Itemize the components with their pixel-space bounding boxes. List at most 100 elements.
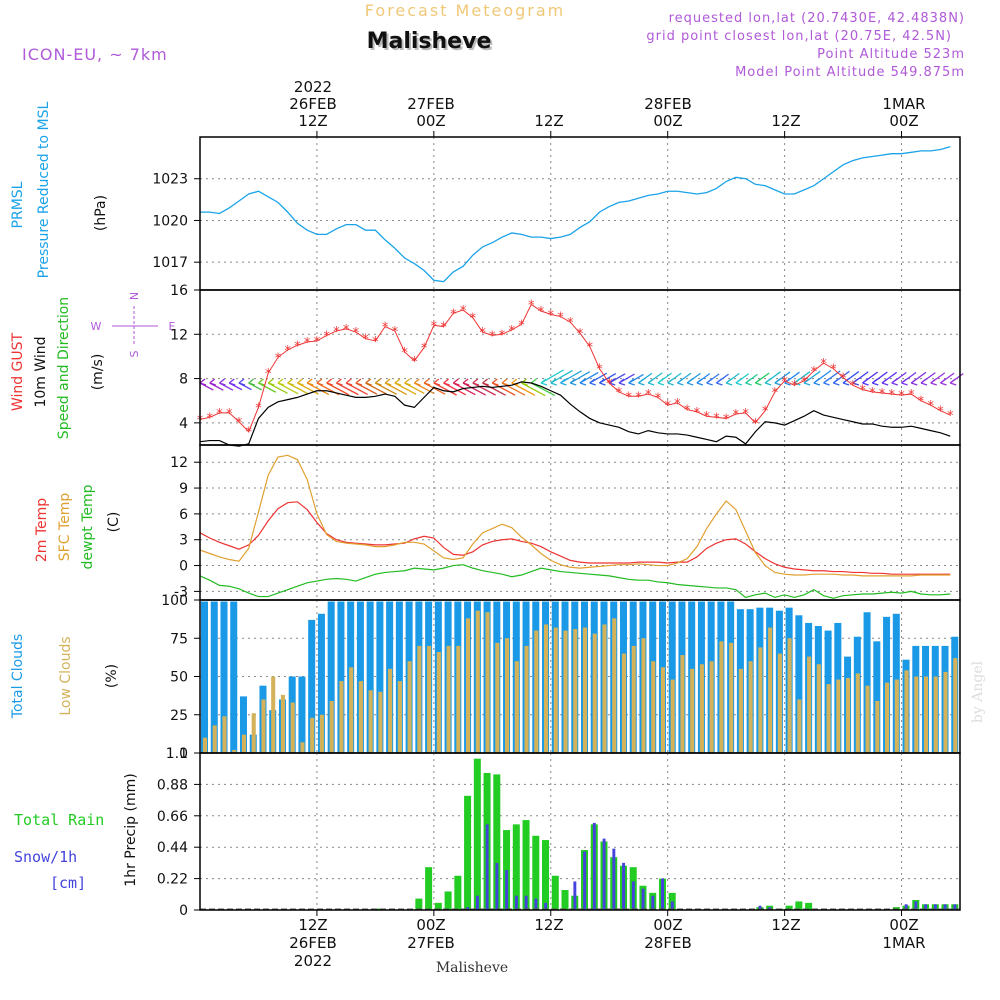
wind-barb-head (725, 382, 733, 386)
total-cloud-bar (220, 601, 228, 753)
wind-barb (423, 382, 446, 395)
gust-point: * (509, 324, 516, 339)
wind-barb-head (413, 378, 420, 384)
total-cloud-bar (356, 601, 364, 753)
wind-barb-head (628, 378, 635, 384)
low-cloud-bar (855, 673, 860, 753)
gust-point: * (898, 389, 905, 404)
low-cloud-bar (222, 716, 227, 753)
wind-barb-head (735, 378, 742, 384)
wind-barb-head (258, 378, 264, 384)
wind-barb-head (472, 382, 480, 386)
rain-bar (454, 875, 462, 910)
wind-barb-head (219, 378, 225, 384)
gust-point: * (343, 323, 350, 338)
wind-barb-head (852, 378, 859, 384)
gust-point: * (625, 390, 632, 405)
snow-bar (953, 904, 957, 910)
gust-point: * (499, 328, 506, 343)
snow-bar (524, 895, 528, 910)
rain-bar (522, 820, 530, 910)
low-cloud-bar (290, 702, 295, 753)
rain-bar (532, 835, 540, 910)
compass-north: N (128, 292, 141, 300)
wind-barb-head (872, 382, 879, 386)
low-cloud-bar (885, 682, 890, 753)
snow-legend: Snow/1h (14, 848, 77, 866)
snow-bar (505, 870, 509, 910)
gust-point: * (791, 379, 798, 394)
gust-point: * (401, 346, 408, 361)
gust-point: * (684, 404, 691, 419)
wind-barb-head (862, 378, 868, 384)
gust-point: * (586, 340, 593, 355)
low-cloud-bar (300, 742, 305, 753)
snow-bar (933, 904, 937, 910)
wind-barb-head (823, 378, 829, 384)
gust-line (199, 303, 951, 433)
wind-barb-head (550, 382, 557, 386)
product-title: Forecast Meteogram (365, 1, 565, 20)
gust-point: * (236, 416, 243, 431)
wind-barb-head (706, 378, 713, 384)
low-cloud-bar (699, 664, 704, 753)
wind-barb-head (277, 378, 284, 384)
top-tick-hour-0: 12Z (298, 112, 327, 130)
snow-bar (573, 881, 577, 910)
wind-barb (306, 382, 330, 396)
rain-bar (444, 891, 452, 910)
wind-barb-head (511, 378, 518, 384)
snow-bar (924, 904, 928, 910)
gust-point: * (869, 386, 876, 401)
total-cloud-bar (239, 696, 247, 753)
bottom-time-axis: 12Z 26FEB 2022 00Z 27FEB 12Z 00Z 28FEB 1… (289, 916, 925, 970)
wind-barb-head (832, 378, 839, 384)
bottom-tick-date-1: 27FEB (407, 934, 454, 952)
wind-unit: (m/s) (90, 354, 106, 391)
low-cloud-bar (894, 679, 899, 753)
precipitation-ytick-label: 0.88 (157, 777, 188, 793)
low-cloud-bar (436, 652, 441, 753)
wind-barb-head (716, 382, 723, 386)
wind-barb-head (696, 378, 703, 384)
wind-ytick-label: 12 (170, 327, 188, 343)
gust-label: Wind GUST (10, 332, 26, 411)
gust-point: * (723, 412, 730, 427)
wind-barb-head (881, 378, 888, 384)
precip-labels: Total Rain Snow/1h [cm] 1hr Precip (mm) (14, 773, 139, 892)
wind-ytick-label: 16 (170, 283, 188, 299)
wind-barb-head (199, 382, 207, 386)
gust-point: * (226, 407, 233, 422)
gust-point: * (431, 319, 438, 334)
wind-barb-head (306, 378, 313, 384)
wind-barb-head (228, 378, 235, 384)
wind-barb (394, 382, 417, 395)
snow-bar (495, 862, 499, 910)
precipitation-ytick-label: 1.1 (166, 746, 188, 762)
wind-barb-head (521, 382, 528, 386)
wind-barb (511, 382, 536, 396)
wind-barb-head (901, 378, 907, 384)
cloud-labels: Total Clouds Low Clouds (%) (10, 634, 120, 719)
wind-barb-head (803, 382, 811, 386)
wind-barb (336, 382, 359, 396)
low-cloud-bar (397, 681, 402, 753)
low-cloud-bar (241, 734, 247, 753)
total-cloud-bar (863, 612, 871, 753)
gridpoint-coords: grid point closest lon,lat (20.75E, 42.5… (646, 29, 952, 44)
wind-barb-head (423, 378, 430, 384)
snow-bar (485, 824, 489, 910)
wind-barb-head (306, 382, 314, 386)
low-cloud-bar (563, 630, 568, 753)
low-cloud-bar (816, 664, 821, 753)
wind-barb-head (394, 382, 402, 386)
temp-unit: (C) (106, 512, 122, 533)
wind-barb-head (248, 378, 255, 384)
gust-point: * (294, 339, 301, 354)
pressure-line (200, 146, 951, 283)
wind-barb (297, 382, 319, 395)
snow-bar (631, 881, 635, 910)
wind-barb (472, 382, 496, 396)
gust-point: * (733, 408, 740, 423)
precipitation-ytick-label: 0.22 (157, 872, 188, 888)
